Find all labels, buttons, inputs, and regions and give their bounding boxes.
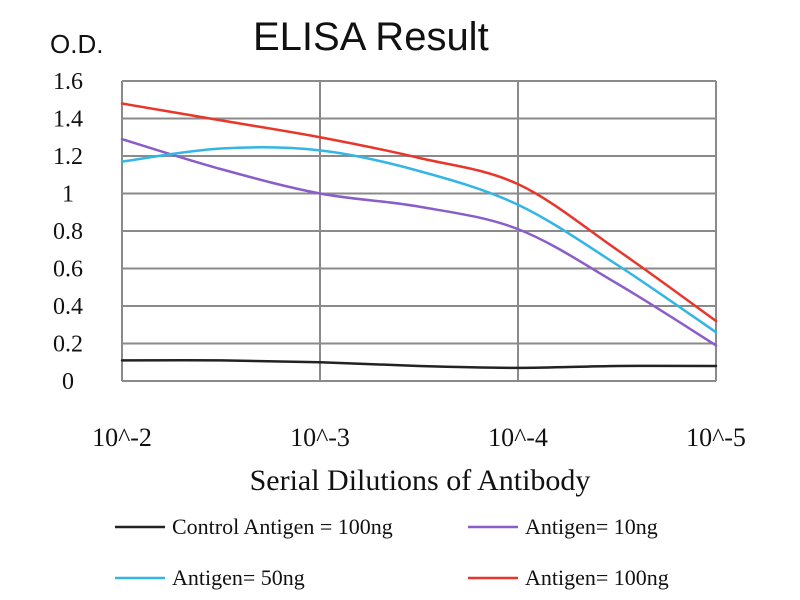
legend-label: Control Antigen = 100ng (172, 514, 393, 539)
y-tick-label: 1 (62, 182, 74, 208)
y-tick-label: 0.6 (53, 257, 83, 283)
series-line (120, 102, 718, 323)
series-line (120, 137, 718, 347)
y-tick-label: 0.4 (53, 294, 83, 320)
y-tick-label: 1.2 (53, 144, 83, 170)
y-tick-labels: 0 0.2 0.4 0.6 0.8 1 1.2 1.4 1.6 (53, 69, 83, 395)
legend-item: Control Antigen = 100ng (115, 514, 393, 539)
legend-label: Antigen= 100ng (525, 565, 669, 590)
grid (121, 80, 717, 382)
y-axis-label: O.D. (50, 29, 103, 59)
series-line (120, 358, 718, 370)
legend: Control Antigen = 100ng Antigen= 10ng Anti… (115, 514, 669, 590)
y-tick-label: 1.6 (53, 69, 83, 95)
legend-label: Antigen= 10ng (525, 514, 658, 539)
chart-title: ELISA Result (253, 15, 489, 59)
y-tick-label: 0 (62, 369, 74, 395)
y-tick-label: 1.4 (53, 107, 83, 133)
y-tick-label: 0.2 (53, 332, 83, 358)
y-tick-label: 0.8 (53, 219, 83, 245)
x-tick-label: 10^-4 (488, 423, 548, 452)
legend-label: Antigen= 50ng (172, 565, 305, 590)
x-tick-labels: 10^-2 10^-3 10^-4 10^-5 (92, 423, 746, 452)
series-line (120, 146, 718, 334)
legend-item: Antigen= 50ng (115, 565, 305, 590)
x-axis-label: Serial Dilutions of Antibody (250, 464, 591, 497)
series-lines (120, 102, 718, 370)
x-tick-label: 10^-3 (290, 423, 350, 452)
x-tick-label: 10^-2 (92, 423, 152, 452)
x-tick-label: 10^-5 (686, 423, 746, 452)
legend-item: Antigen= 100ng (468, 565, 669, 590)
legend-item: Antigen= 10ng (468, 514, 658, 539)
